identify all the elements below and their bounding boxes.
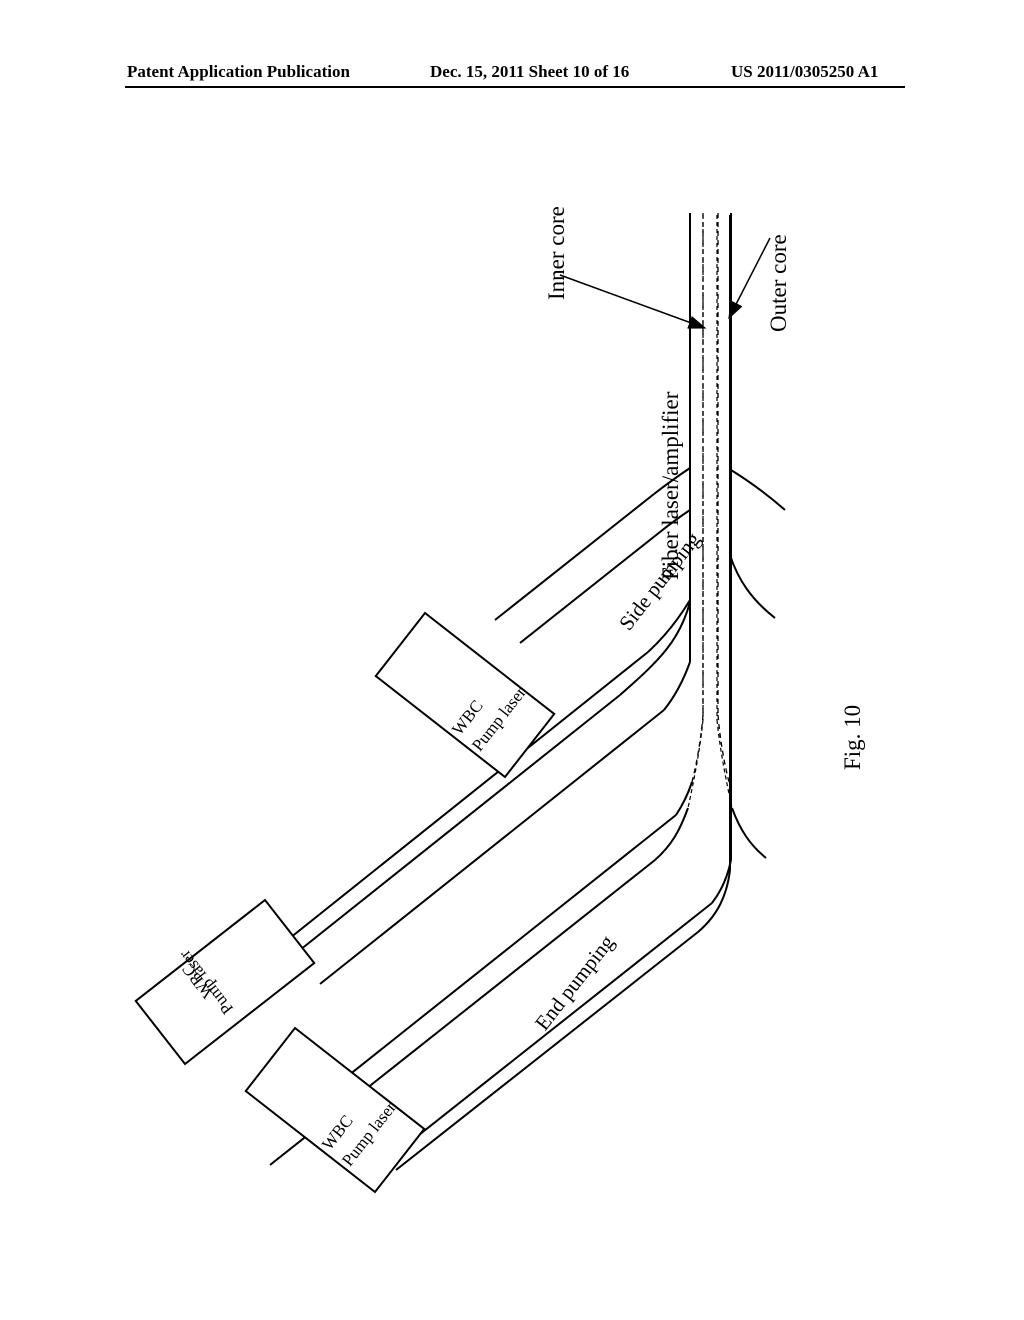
label-inner-core: Inner core [544, 206, 570, 300]
figure-caption: Fig. 10 [840, 705, 866, 770]
label-end-pumping: End pumping [530, 930, 620, 1035]
page-root: Patent Application Publication Dec. 15, … [0, 0, 1024, 1320]
label-outer-core: Outer core [766, 234, 792, 332]
box-tl-pump: Pump laser [175, 946, 238, 1018]
figure-labels: Inner core Outer core Fiber laser/amplif… [0, 0, 1024, 1320]
